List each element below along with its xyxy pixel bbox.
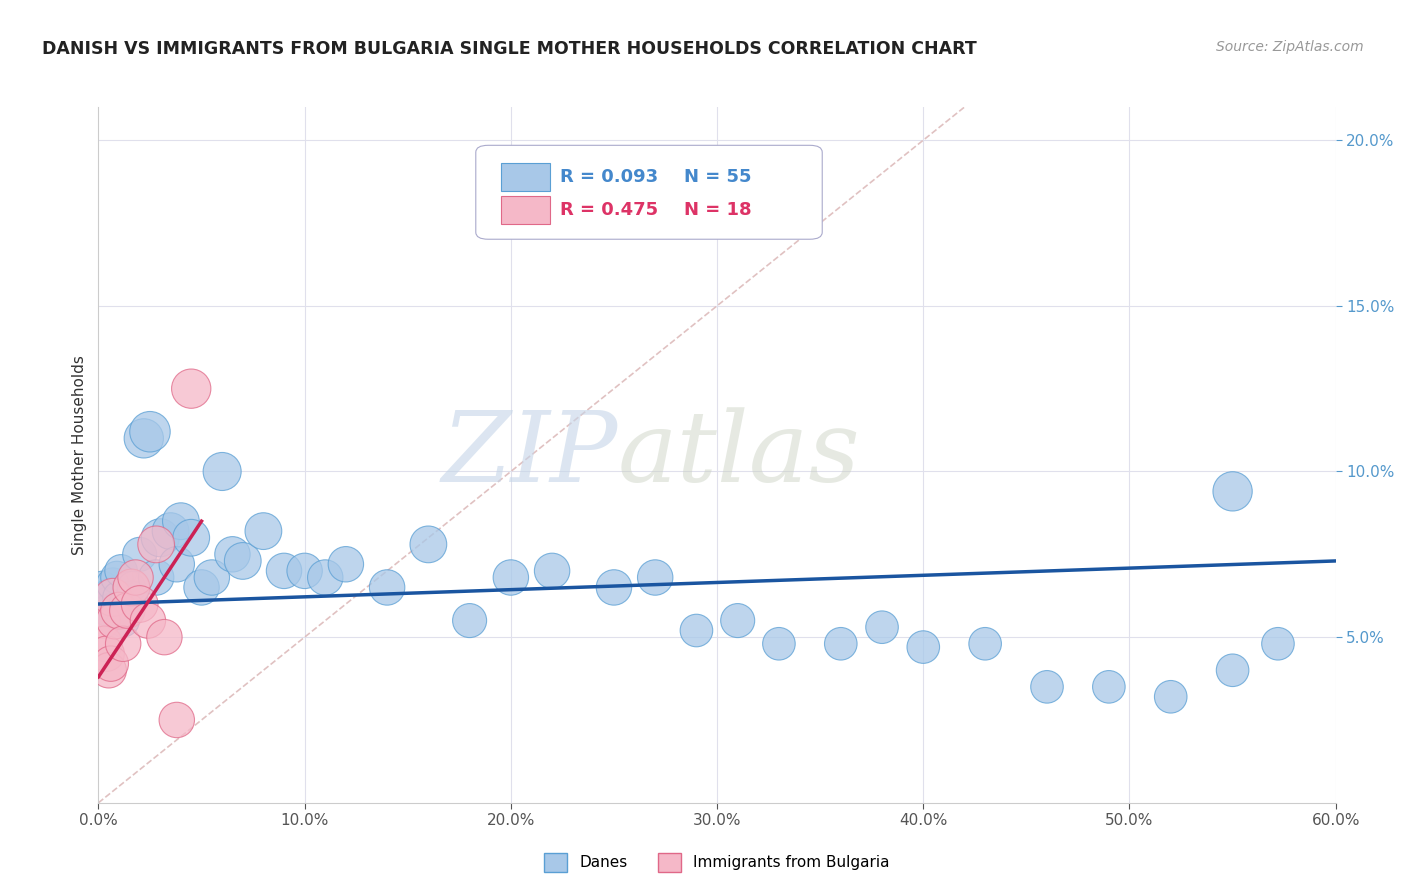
Text: N = 18: N = 18 (683, 201, 751, 219)
Point (211, 465, 233, 479)
Point (139, 425, 162, 439)
Point (685, 624, 707, 638)
Point (112, 637, 135, 651)
Point (101, 577, 124, 591)
Point (120, 581, 142, 595)
Point (128, 547, 150, 561)
Point (117, 604, 139, 618)
Point (190, 581, 212, 595)
Point (145, 537, 167, 551)
Point (1098, 680, 1121, 694)
Point (153, 630, 176, 644)
Point (93, 591, 115, 605)
FancyBboxPatch shape (501, 196, 550, 224)
Point (97, 663, 120, 677)
Point (118, 581, 141, 595)
Text: Source: ZipAtlas.com: Source: ZipAtlas.com (1216, 40, 1364, 54)
Point (93, 637, 115, 651)
Point (1160, 690, 1182, 704)
Point (166, 713, 188, 727)
Point (294, 564, 316, 578)
Point (830, 637, 852, 651)
Point (124, 570, 146, 584)
Point (1222, 484, 1244, 499)
Point (180, 382, 202, 396)
Point (91, 581, 114, 595)
Point (375, 581, 398, 595)
Point (104, 614, 127, 628)
Point (112, 614, 135, 628)
Point (166, 558, 188, 572)
Point (870, 620, 893, 634)
FancyBboxPatch shape (475, 145, 823, 239)
Point (96, 647, 118, 661)
Point (1267, 637, 1289, 651)
Point (132, 431, 155, 445)
Point (117, 604, 139, 618)
Text: N = 55: N = 55 (683, 168, 751, 186)
Point (541, 564, 564, 578)
Point (149, 531, 172, 545)
Point (159, 524, 181, 538)
Point (128, 597, 150, 611)
Point (201, 570, 224, 584)
Point (232, 554, 254, 568)
Point (273, 564, 295, 578)
Point (458, 614, 481, 628)
Point (768, 637, 790, 651)
Point (644, 570, 666, 584)
Point (912, 640, 935, 654)
Point (120, 591, 142, 605)
Point (96, 597, 118, 611)
Point (100, 657, 122, 671)
Point (100, 587, 122, 601)
Point (101, 591, 124, 605)
Point (136, 614, 159, 628)
Point (499, 570, 522, 584)
Point (335, 558, 357, 572)
Y-axis label: Single Mother Households: Single Mother Households (72, 355, 87, 555)
Point (418, 537, 440, 551)
FancyBboxPatch shape (501, 162, 550, 191)
Point (221, 547, 243, 561)
Point (104, 614, 127, 628)
Point (1222, 663, 1244, 677)
Point (108, 591, 131, 605)
Point (170, 514, 193, 528)
Point (1036, 680, 1059, 694)
Point (122, 581, 145, 595)
Point (603, 581, 626, 595)
Point (314, 570, 336, 584)
Point (114, 597, 136, 611)
Legend: Danes, Immigrants from Bulgaria: Danes, Immigrants from Bulgaria (544, 853, 890, 871)
Point (91, 614, 114, 628)
Point (252, 524, 274, 538)
Point (974, 637, 997, 651)
Point (97, 604, 120, 618)
Point (110, 564, 132, 578)
Point (180, 531, 202, 545)
Point (727, 614, 749, 628)
Point (108, 604, 131, 618)
Text: ZIP: ZIP (441, 408, 619, 502)
Text: atlas: atlas (619, 408, 860, 502)
Point (105, 570, 128, 584)
Point (145, 570, 167, 584)
Text: R = 0.093: R = 0.093 (560, 168, 658, 186)
Text: DANISH VS IMMIGRANTS FROM BULGARIA SINGLE MOTHER HOUSEHOLDS CORRELATION CHART: DANISH VS IMMIGRANTS FROM BULGARIA SINGL… (42, 40, 977, 58)
Text: R = 0.475: R = 0.475 (560, 201, 658, 219)
